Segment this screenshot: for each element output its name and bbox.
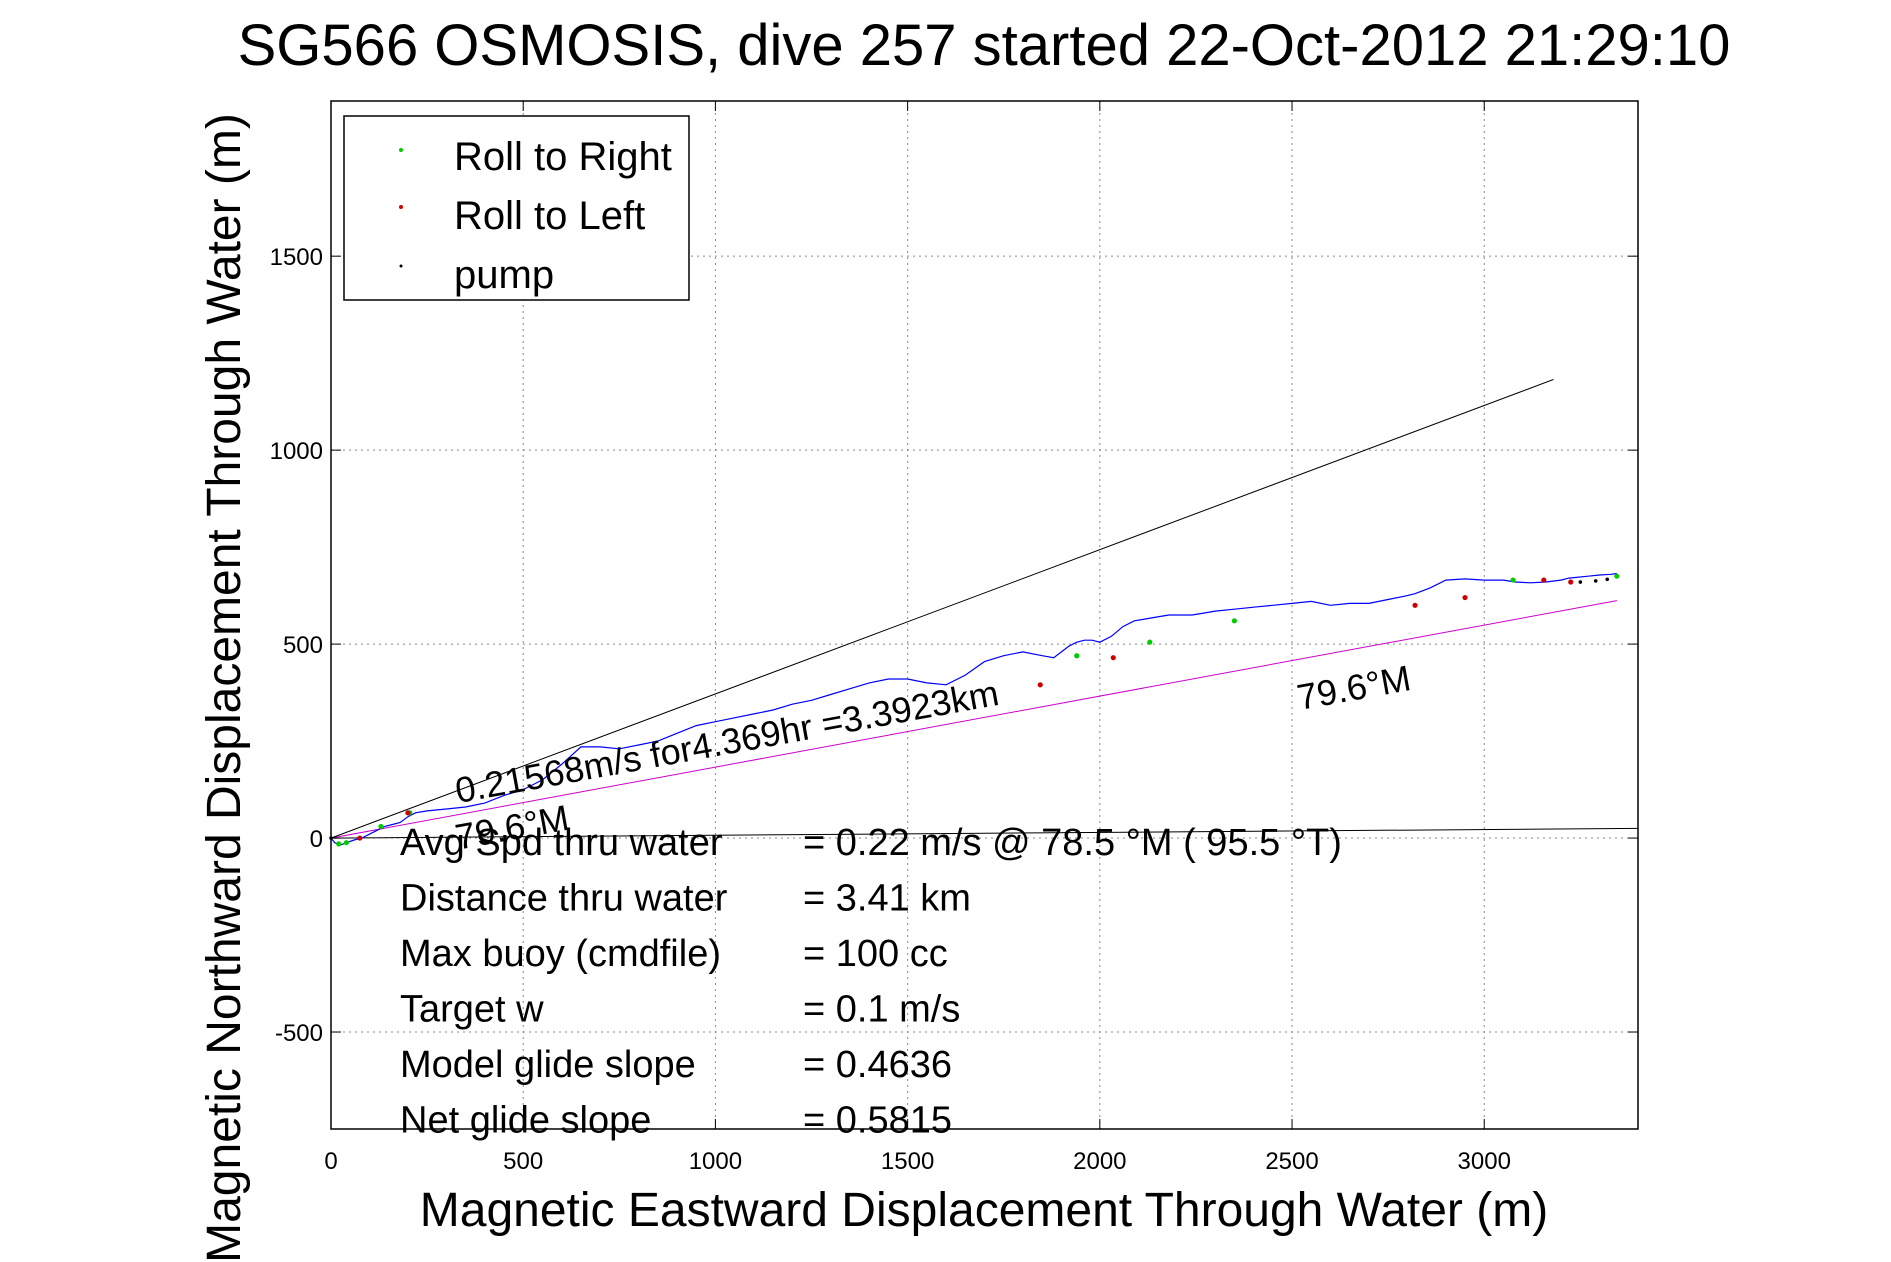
roll-right-point-1 <box>343 840 349 846</box>
series-line-reference_line-2 <box>330 379 1554 839</box>
roll-right-point-5 <box>1147 639 1153 645</box>
chart-title: SG566 OSMOSIS, dive 257 started 22-Oct-2… <box>238 13 1731 78</box>
y-axis-label: Magnetic Northward Displacement Through … <box>198 113 251 1262</box>
reference-lines <box>330 379 1639 839</box>
legend-label-pump: pump <box>454 253 554 297</box>
x-tick-label-2: 1000 <box>689 1148 742 1175</box>
roll-right-point-6 <box>1231 618 1237 624</box>
y-tick-label-0: -500 <box>275 1020 323 1047</box>
marker-layer <box>329 573 1620 847</box>
y-tick-label-1: 0 <box>310 826 323 853</box>
y-axis-ticks: -500 0 500 1000 1500 <box>270 244 1638 1047</box>
legend-marker-roll-left <box>399 205 403 209</box>
roll-left-point-6 <box>1541 577 1547 583</box>
stat-label-3: Target w <box>400 989 544 1031</box>
stat-label-4: Model glide slope <box>400 1044 696 1086</box>
x-tick-label-3: 1500 <box>881 1148 934 1175</box>
stat-value-3: = 0.1 m/s <box>803 989 960 1031</box>
stat-value-1: = 3.41 km <box>803 878 971 920</box>
roll-left-point-7 <box>1568 579 1574 585</box>
roll-right-point-8 <box>1614 573 1620 579</box>
stat-label-0: Avg Spd thru water <box>400 822 723 864</box>
pump-point-1 <box>1578 580 1583 584</box>
legend-label-roll-left: Roll to Left <box>454 194 645 238</box>
roll-right-point-4 <box>1074 653 1080 659</box>
roll-left-point-3 <box>1110 655 1116 661</box>
pump-point-2 <box>1593 579 1598 583</box>
roll-left-point-0 <box>357 835 363 841</box>
plot-area-frame <box>330 100 1639 1130</box>
roll-left-point-1 <box>405 810 411 816</box>
y-tick-label-2: 500 <box>283 632 323 659</box>
track-layer <box>330 572 1617 846</box>
roll-left-point-4 <box>1412 602 1418 608</box>
stat-value-5: = 0.5815 <box>803 1100 952 1142</box>
legend: Roll to Right Roll to Left pump <box>343 115 690 301</box>
stat-label-5: Net glide slope <box>400 1100 651 1142</box>
stat-value-4: = 0.4636 <box>803 1044 952 1086</box>
legend-marker-pump <box>399 264 403 268</box>
pump-point-3 <box>1605 577 1610 582</box>
legend-label-roll-right: Roll to Right <box>454 135 672 179</box>
stat-value-2: = 100 cc <box>803 933 948 975</box>
stat-label-1: Distance thru water <box>400 878 728 920</box>
stats-panel: Avg Spd thru water = 0.22 m/s @ 78.5 °M (… <box>400 822 1342 1142</box>
x-tick-label-5: 2500 <box>1265 1148 1318 1175</box>
roll-right-point-7 <box>1510 577 1516 583</box>
legend-marker-roll-right <box>399 148 403 152</box>
x-tick-label-1: 500 <box>503 1148 543 1175</box>
stat-label-2: Max buoy (cmdfile) <box>400 933 721 975</box>
roll-left-point-2 <box>1037 682 1043 688</box>
roll-right-point-0 <box>336 841 342 847</box>
stat-value-0: = 0.22 m/s @ 78.5 °M ( 95.5 °T) <box>803 822 1342 864</box>
x-tick-label-6: 3000 <box>1458 1148 1511 1175</box>
x-tick-label-0: 0 <box>324 1148 337 1175</box>
roll-left-point-5 <box>1462 594 1468 601</box>
y-tick-label-3: 1000 <box>270 438 323 465</box>
roll-right-point-2 <box>378 823 384 830</box>
x-axis-label: Magnetic Eastward Displacement Through W… <box>420 1184 1548 1237</box>
series-line-track-0 <box>330 572 1617 846</box>
series-line-reference_line-3 <box>330 827 1639 839</box>
y-tick-label-4: 1500 <box>270 244 323 271</box>
x-tick-label-4: 2000 <box>1073 1148 1126 1175</box>
x-axis-ticks: 0 500 1000 1500 2000 2500 3000 <box>324 101 1511 1175</box>
series-line-heading_line-1 <box>330 600 1617 839</box>
